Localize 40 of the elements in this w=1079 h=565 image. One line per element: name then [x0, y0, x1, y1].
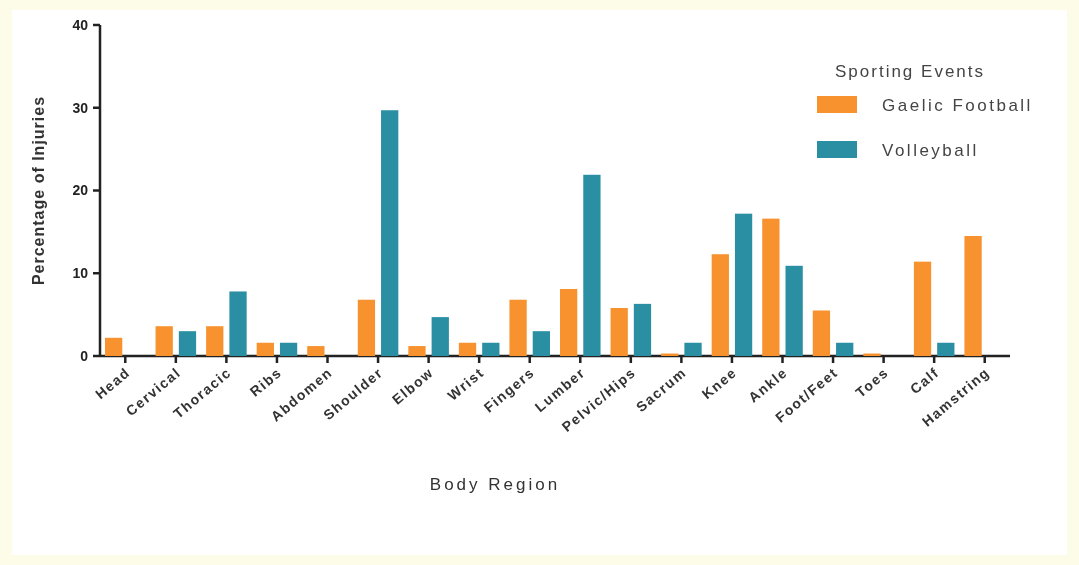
bar — [711, 254, 729, 356]
bar — [206, 326, 224, 356]
bar — [408, 346, 426, 356]
bar — [734, 213, 753, 356]
bar — [762, 218, 780, 356]
bar — [913, 261, 932, 356]
legend-title: Sporting Events — [835, 62, 986, 81]
bar — [964, 236, 982, 356]
bar — [155, 326, 173, 356]
y-tick-label: 20 — [72, 182, 89, 199]
bar — [836, 342, 854, 356]
bar — [684, 342, 702, 356]
bar — [937, 342, 955, 356]
legend-label: Volleyball — [882, 140, 979, 160]
y-axis-title: Percentage of Injuries — [30, 95, 47, 286]
bar — [610, 308, 628, 356]
bar — [532, 331, 550, 356]
bar — [381, 110, 399, 356]
y-tick-label: 0 — [80, 347, 89, 364]
y-tick-label: 40 — [72, 16, 89, 33]
x-axis-title: Body Region — [429, 475, 561, 494]
bar — [482, 342, 500, 356]
bar — [178, 331, 197, 356]
bar — [509, 299, 527, 356]
bar — [229, 291, 247, 356]
bar — [279, 342, 298, 356]
bar — [256, 342, 274, 356]
bar — [785, 265, 803, 356]
bar — [633, 303, 652, 356]
bar — [431, 317, 449, 356]
bar — [357, 299, 376, 356]
bar — [307, 346, 325, 356]
bar — [105, 337, 123, 356]
y-tick-label: 30 — [72, 99, 89, 116]
y-tick-label: 10 — [72, 265, 89, 282]
bar — [583, 174, 601, 356]
bar — [458, 342, 477, 356]
bar — [560, 288, 578, 356]
bar — [812, 310, 831, 356]
legend-label: Gaelic Football — [882, 95, 1033, 115]
